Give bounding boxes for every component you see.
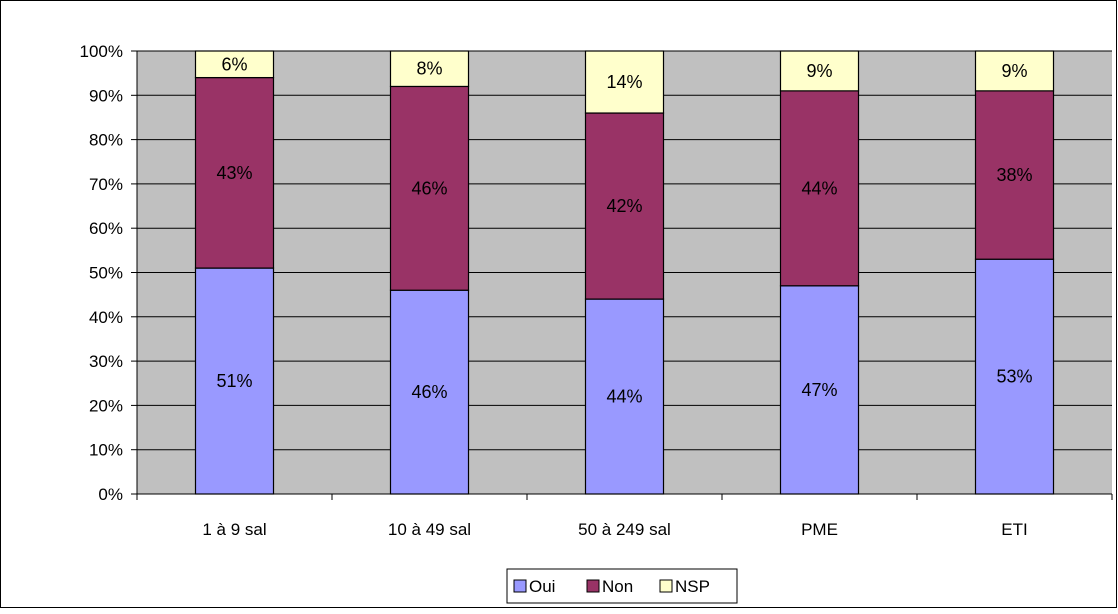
legend-label-oui: Oui (529, 577, 555, 596)
data-label: 44% (801, 178, 837, 198)
legend-label-nsp: NSP (675, 577, 710, 596)
y-tick-label: 90% (89, 86, 123, 105)
data-label: 38% (996, 165, 1032, 185)
x-tick-label: PME (801, 520, 838, 539)
data-label: 14% (606, 72, 642, 92)
y-tick-label: 20% (89, 396, 123, 415)
y-tick-label: 70% (89, 175, 123, 194)
data-label: 46% (411, 178, 447, 198)
data-label: 6% (221, 54, 247, 74)
data-label: 8% (416, 59, 442, 79)
x-tick-label: 50 à 249 sal (578, 520, 671, 539)
y-tick-label: 0% (98, 485, 123, 504)
data-label: 9% (1001, 61, 1027, 81)
data-label: 51% (216, 371, 252, 391)
data-label: 46% (411, 382, 447, 402)
y-tick-label: 50% (89, 264, 123, 283)
legend-swatch-nsp (660, 580, 672, 592)
legend-swatch-oui (514, 580, 526, 592)
y-tick-label: 10% (89, 441, 123, 460)
y-tick-label: 40% (89, 308, 123, 327)
data-label: 47% (801, 380, 837, 400)
data-label: 53% (996, 367, 1032, 387)
legend-label-non: Non (602, 577, 633, 596)
legend-swatch-non (587, 580, 599, 592)
x-tick-label: 1 à 9 sal (202, 520, 266, 539)
x-tick-label: 10 à 49 sal (388, 520, 471, 539)
y-tick-label: 60% (89, 219, 123, 238)
x-tick-label: ETI (1001, 520, 1027, 539)
data-label: 43% (216, 163, 252, 183)
y-tick-label: 30% (89, 352, 123, 371)
data-label: 42% (606, 196, 642, 216)
y-tick-label: 100% (80, 42, 123, 61)
data-label: 9% (806, 61, 832, 81)
data-label: 44% (606, 387, 642, 407)
y-tick-label: 80% (89, 131, 123, 150)
